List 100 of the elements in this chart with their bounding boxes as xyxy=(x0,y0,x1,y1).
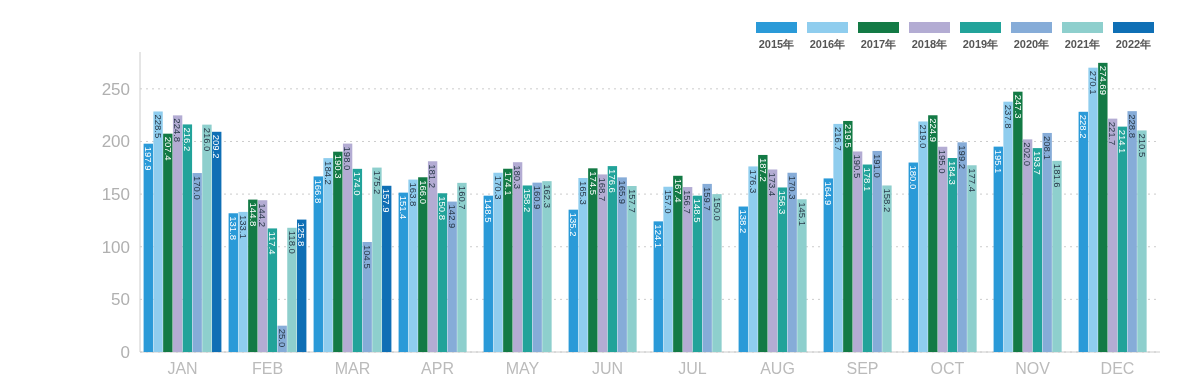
bar xyxy=(682,187,693,352)
bar xyxy=(787,172,797,352)
data-label: 187.2 xyxy=(757,157,769,182)
data-label: 170.3 xyxy=(492,175,504,200)
y-tick-label: 200 xyxy=(101,132,130,152)
bar xyxy=(267,228,278,352)
bar xyxy=(928,115,938,352)
data-label: 125.8 xyxy=(296,222,308,247)
bar xyxy=(578,178,588,352)
bar xyxy=(617,177,627,352)
bar xyxy=(503,168,513,352)
data-label: 270.1 xyxy=(1087,70,1099,95)
bar xyxy=(653,221,663,352)
x-tick-label: APR xyxy=(421,360,454,377)
bar xyxy=(483,195,493,352)
y-tick-label: 150 xyxy=(101,185,130,205)
x-tick-label: JUN xyxy=(591,360,624,377)
data-label: 170.3 xyxy=(786,175,798,200)
bar xyxy=(607,166,618,352)
bar xyxy=(663,186,673,352)
x-tick-label: DEC xyxy=(1100,360,1135,377)
data-label: 228.5 xyxy=(152,114,164,139)
bar xyxy=(182,124,193,352)
y-tick-label: 250 xyxy=(101,79,130,99)
bar xyxy=(767,169,778,352)
bar xyxy=(532,182,542,352)
bar xyxy=(1137,130,1147,352)
data-label: 195.0 xyxy=(937,149,949,174)
data-label: 184.2 xyxy=(322,161,334,185)
data-label: 190.3 xyxy=(332,154,344,179)
data-label: 157.0 xyxy=(662,189,674,214)
bar xyxy=(408,179,418,352)
data-label: 144.2 xyxy=(257,203,269,227)
data-label: 219.0 xyxy=(917,124,929,149)
bar xyxy=(143,143,153,352)
data-label: 159.7 xyxy=(701,186,713,211)
y-tick-label: 0 xyxy=(120,343,130,362)
data-label: 178.1 xyxy=(862,167,874,192)
bar xyxy=(957,142,967,352)
data-label: 216.7 xyxy=(832,126,844,151)
data-label: 228.2 xyxy=(1077,114,1089,139)
data-label: 156.3 xyxy=(777,190,789,215)
legend-label: 2019年 xyxy=(962,38,999,50)
bar xyxy=(342,143,353,352)
legend-label: 2020年 xyxy=(1013,38,1050,50)
bar xyxy=(362,242,372,352)
bar xyxy=(627,186,637,352)
data-label: 180.0 xyxy=(907,165,919,190)
data-label: 163.8 xyxy=(407,182,419,207)
data-label: 145.1 xyxy=(796,202,808,227)
data-label: 157.9 xyxy=(381,188,393,213)
x-tick-label: MAY xyxy=(505,360,540,377)
bar xyxy=(1098,62,1108,352)
bar xyxy=(862,164,873,352)
data-label: 190.5 xyxy=(852,154,864,179)
data-label: 157.7 xyxy=(626,189,638,213)
data-label: 184.3 xyxy=(947,161,959,185)
y-tick-label: 50 xyxy=(111,290,130,310)
bar xyxy=(993,146,1003,352)
data-label: 150.0 xyxy=(711,197,723,221)
data-label: 151.4 xyxy=(397,195,409,220)
data-label: 181.6 xyxy=(1051,163,1063,188)
bar xyxy=(352,168,363,352)
bar xyxy=(712,194,722,352)
data-label: 124.1 xyxy=(652,224,664,249)
data-label: 216.0 xyxy=(201,127,213,152)
bar xyxy=(163,133,173,352)
bar xyxy=(588,168,598,352)
data-label: 199.2 xyxy=(956,145,968,170)
bar xyxy=(1013,91,1023,352)
bar xyxy=(228,213,238,352)
data-label: 191.0 xyxy=(871,153,883,178)
data-label: 176.6 xyxy=(607,169,619,193)
bar xyxy=(1022,139,1033,352)
bar xyxy=(823,178,833,352)
bar xyxy=(937,146,948,352)
data-label: 216.2 xyxy=(182,127,194,152)
data-label: 166.0 xyxy=(417,180,429,205)
bar xyxy=(1088,67,1098,352)
data-label: 174.0 xyxy=(352,171,364,196)
bar xyxy=(843,120,853,352)
data-label: 247.3 xyxy=(1012,94,1024,119)
data-label: 221.7 xyxy=(1107,121,1119,146)
bar xyxy=(323,158,333,352)
bar xyxy=(372,167,382,352)
bar xyxy=(457,182,467,352)
bar xyxy=(758,154,768,352)
bar xyxy=(702,183,712,352)
data-label: 150.8 xyxy=(437,196,449,221)
data-label: 175.2 xyxy=(371,170,383,195)
legend-label: 2017年 xyxy=(860,38,897,50)
bar xyxy=(212,131,222,352)
bar xyxy=(908,162,918,352)
x-tick-label: AUG xyxy=(760,360,795,377)
data-label: 207.4 xyxy=(162,136,174,161)
data-label: 209.2 xyxy=(211,134,223,159)
data-label: 165.3 xyxy=(577,181,589,205)
data-label: 118.0 xyxy=(286,230,298,254)
data-label: 228.8 xyxy=(1126,114,1138,138)
bar xyxy=(418,177,428,352)
